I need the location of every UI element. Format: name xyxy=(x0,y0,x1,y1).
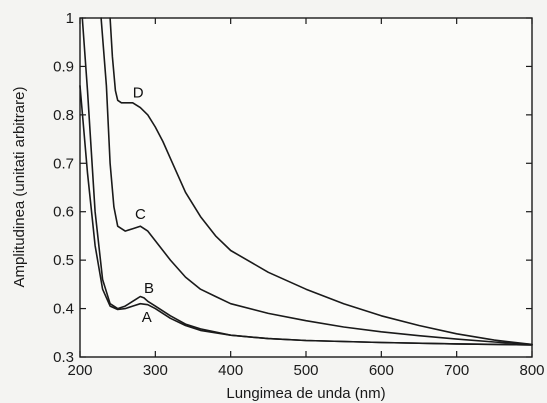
x-tick-label: 400 xyxy=(218,362,243,379)
series-line-b xyxy=(81,17,533,346)
x-tick-label: 700 xyxy=(444,362,469,379)
y-axis-title: Amplitudinea (unitati arbitrare) xyxy=(11,87,28,288)
series-line-c xyxy=(100,17,533,346)
y-tick-label: 0.5 xyxy=(53,252,74,269)
curve-label-d: D xyxy=(133,84,144,101)
curve-label-c: C xyxy=(135,206,146,223)
x-tick-label: 200 xyxy=(67,362,92,379)
y-tick-label: 0.3 xyxy=(53,349,74,366)
y-tick-label: 0.7 xyxy=(53,155,74,172)
plot-area xyxy=(79,17,533,358)
x-tick-label: 600 xyxy=(369,362,394,379)
x-axis-title: Lungimea de unda (nm) xyxy=(226,385,385,402)
series-lines xyxy=(79,17,533,346)
x-tick-label: 300 xyxy=(143,362,168,379)
y-tick-label: 0.4 xyxy=(53,301,74,318)
y-tick-label: 0.6 xyxy=(53,204,74,221)
y-tick-label: 0.9 xyxy=(53,58,74,75)
y-tick-label: 1 xyxy=(66,10,74,27)
axis-ticks: 200 300 400 500 600 700 800 0.3 0.4 0.5 0.6 0.7 0.8 0… xyxy=(53,10,544,379)
y-tick-label: 0.8 xyxy=(53,107,74,124)
series-line-d xyxy=(109,17,533,346)
curve-labels: AB C D xyxy=(133,84,154,326)
x-tick-label: 800 xyxy=(519,362,544,379)
x-tick-label: 500 xyxy=(293,362,318,379)
curve-label-a: A xyxy=(142,309,152,326)
curve-label-b: B xyxy=(144,280,154,297)
